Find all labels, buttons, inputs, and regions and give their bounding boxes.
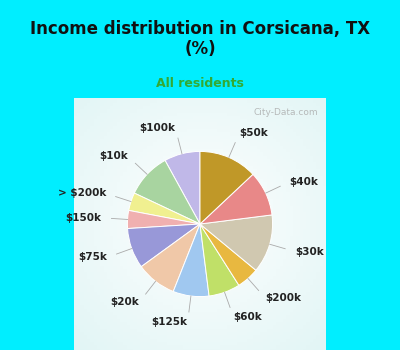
Text: $30k: $30k (295, 246, 324, 257)
Wedge shape (141, 224, 200, 292)
Wedge shape (165, 152, 200, 224)
Text: Income distribution in Corsicana, TX
(%): Income distribution in Corsicana, TX (%) (30, 20, 370, 58)
Text: > $200k: > $200k (58, 188, 106, 198)
Text: $20k: $20k (111, 297, 140, 307)
Wedge shape (134, 160, 200, 224)
Wedge shape (200, 174, 272, 224)
Text: $100k: $100k (140, 123, 176, 133)
Text: City-Data.com: City-Data.com (254, 108, 318, 117)
Wedge shape (200, 224, 256, 285)
Text: $150k: $150k (66, 213, 102, 223)
Wedge shape (200, 224, 239, 296)
Wedge shape (173, 224, 209, 296)
Text: $10k: $10k (99, 152, 128, 161)
Wedge shape (128, 224, 200, 267)
Text: $200k: $200k (265, 293, 301, 303)
Text: All residents: All residents (156, 77, 244, 90)
Wedge shape (129, 193, 200, 224)
Text: $125k: $125k (152, 317, 188, 327)
Wedge shape (200, 215, 272, 270)
Text: $75k: $75k (78, 252, 107, 262)
Text: $60k: $60k (234, 312, 262, 322)
Text: $50k: $50k (239, 128, 268, 138)
Text: $40k: $40k (289, 177, 318, 187)
Wedge shape (200, 152, 253, 224)
Wedge shape (128, 210, 200, 229)
